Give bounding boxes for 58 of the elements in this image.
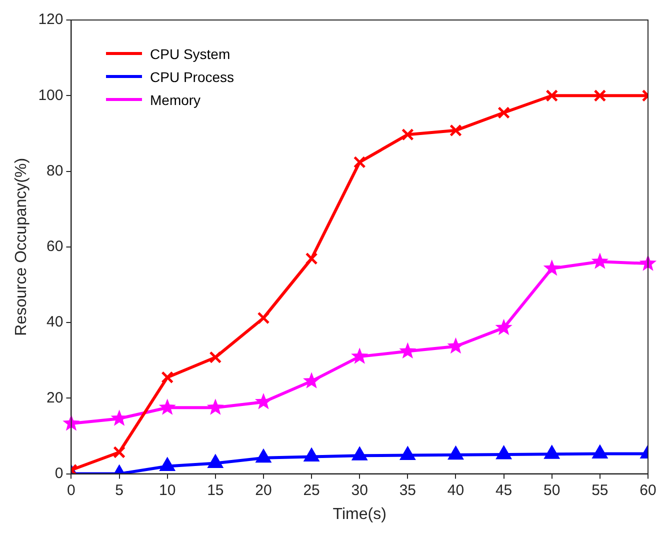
point — [110, 410, 128, 426]
x-tick-label: 60 — [640, 482, 656, 499]
x-tick-label: 10 — [159, 482, 176, 499]
point — [304, 448, 319, 462]
point — [592, 446, 608, 459]
point — [208, 454, 223, 468]
y-axis-title: Resource Occupancy(%) — [13, 158, 30, 336]
x-tick-label: 20 — [255, 482, 272, 499]
point — [594, 89, 606, 102]
point — [496, 446, 512, 460]
point — [351, 348, 368, 364]
x-tick-label: 40 — [447, 482, 464, 499]
x-tick-label: 15 — [207, 482, 224, 499]
x-tick-label: 35 — [399, 482, 416, 499]
point — [158, 398, 176, 415]
point — [256, 450, 271, 463]
legend-label: Memory — [150, 92, 201, 108]
legend-label: CPU System — [150, 46, 230, 62]
point — [206, 398, 224, 415]
point — [160, 458, 175, 471]
point — [400, 447, 415, 460]
x-tick-label: 50 — [544, 482, 560, 499]
y-tick-label: 40 — [46, 314, 64, 331]
point — [305, 252, 318, 265]
x-tick-label: 55 — [592, 482, 608, 499]
x-tick-label: 25 — [303, 482, 320, 499]
point — [113, 446, 126, 458]
point — [450, 124, 462, 137]
point — [209, 351, 222, 364]
point — [302, 372, 320, 388]
y-tick-label: 20 — [46, 389, 64, 406]
point — [498, 106, 510, 119]
x-axis-title: Time(s) — [332, 506, 386, 523]
x-tick-label: 5 — [115, 482, 124, 499]
point — [495, 318, 512, 336]
point — [254, 392, 272, 410]
point — [591, 252, 608, 269]
point — [352, 447, 367, 460]
point — [448, 446, 464, 460]
y-tick-label: 60 — [46, 238, 64, 256]
y-tick-label: 100 — [38, 86, 64, 104]
point — [447, 337, 464, 354]
y-tick-label: 120 — [38, 11, 64, 28]
y-tick-label: 0 — [54, 464, 64, 482]
point — [161, 371, 174, 384]
x-tick-label: 30 — [351, 482, 368, 499]
point — [401, 128, 414, 141]
x-tick-label: 0 — [67, 482, 76, 499]
point — [399, 342, 416, 359]
legend-label: CPU Process — [150, 68, 234, 84]
y-tick-label: 80 — [46, 162, 64, 180]
point — [257, 312, 270, 324]
x-tick-label: 45 — [495, 482, 512, 499]
point — [546, 89, 558, 102]
point — [639, 254, 657, 271]
point — [543, 259, 560, 276]
point — [353, 156, 366, 168]
point — [544, 446, 560, 459]
